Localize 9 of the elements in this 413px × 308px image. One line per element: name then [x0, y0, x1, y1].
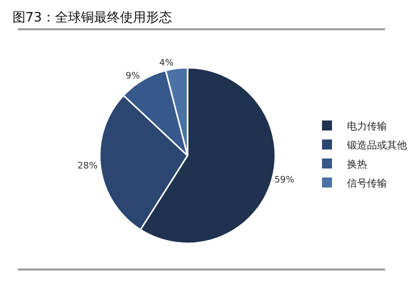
legend-label: 锻造品或其他 — [346, 139, 407, 152]
data-label: 28% — [77, 162, 98, 172]
legend-label: 换热 — [347, 158, 367, 170]
legend-label: 电力传输 — [347, 120, 387, 132]
chart-title: 图73：全球铜最终使用形态 — [12, 10, 172, 26]
data-label: 4% — [159, 58, 174, 69]
legend-label: 信号传输 — [347, 177, 387, 190]
data-label: 59% — [274, 175, 295, 186]
data-label: 9% — [126, 71, 140, 82]
